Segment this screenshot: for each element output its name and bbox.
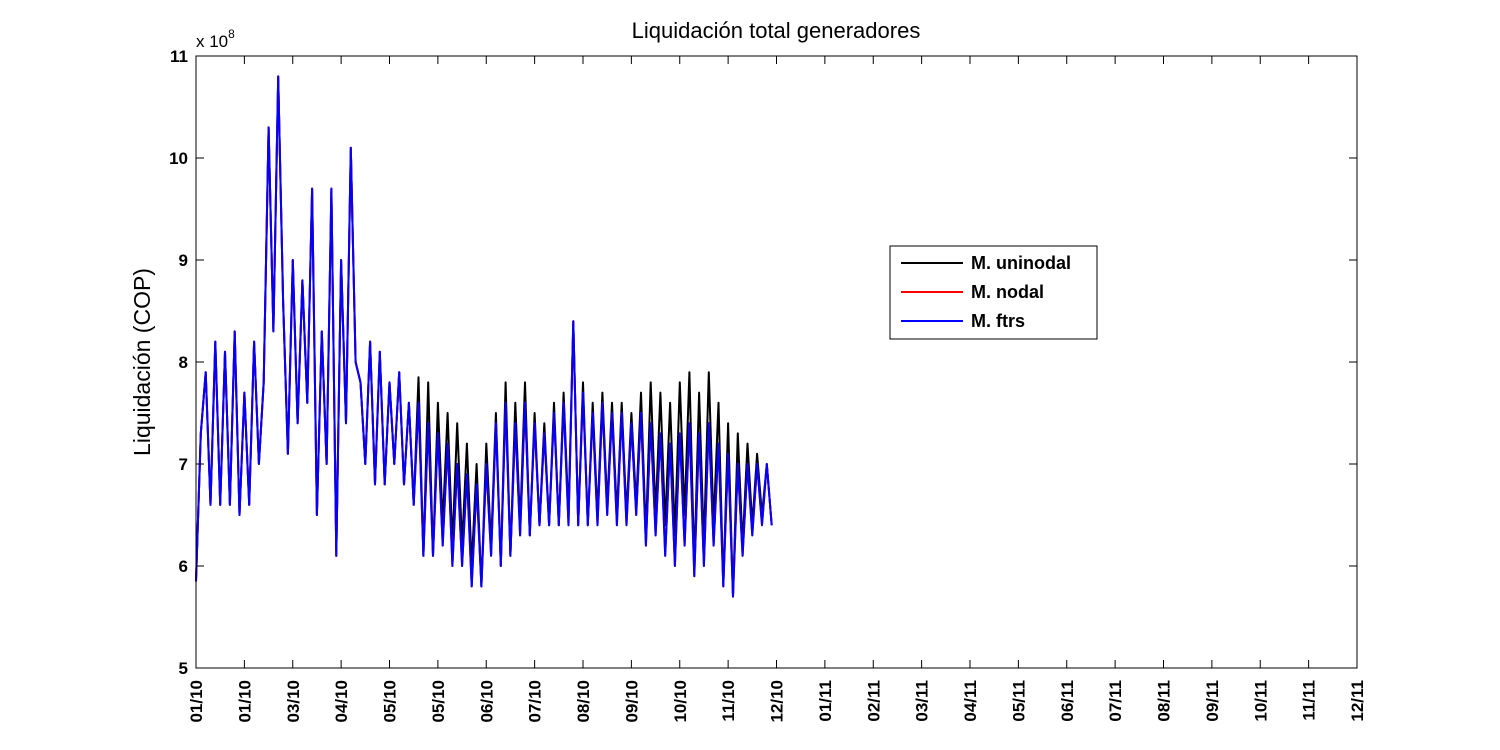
y-tick-label: 8 <box>179 353 188 372</box>
chart-title: Liquidación total generadores <box>632 18 921 43</box>
x-tick-label: 05/11 <box>1009 680 1028 722</box>
x-tick-label: 08/11 <box>1155 680 1174 722</box>
x-tick-label: 06/10 <box>477 680 496 723</box>
x-tick-label: 11/10 <box>719 680 738 722</box>
x-tick-label: 07/10 <box>526 680 545 723</box>
x-tick-label: 02/11 <box>864 680 883 722</box>
y-tick-label: 7 <box>179 455 188 474</box>
x-tick-label: 12/10 <box>768 680 787 723</box>
x-tick-label: 10/11 <box>1251 680 1270 722</box>
x-tick-label: 03/10 <box>284 680 303 723</box>
legend-label: M. nodal <box>971 282 1044 302</box>
x-tick-label: 05/10 <box>381 680 400 723</box>
legend-label: M. uninodal <box>971 253 1071 273</box>
y-tick-label: 10 <box>169 149 188 168</box>
x-tick-label: 05/10 <box>429 680 448 723</box>
y-tick-label: 5 <box>179 659 188 678</box>
y-axis-multiplier-exponent: 8 <box>228 27 235 41</box>
y-tick-label: 9 <box>179 251 188 270</box>
legend: M. uninodal M. nodal M. ftrs <box>889 245 1098 340</box>
y-axis-multiplier: x 108 <box>196 27 235 51</box>
x-tick-label: 04/11 <box>961 680 980 722</box>
y-axis-label: Liquidación (COP) <box>129 268 155 456</box>
x-tick-label: 12/11 <box>1348 680 1367 722</box>
x-tick-label: 04/10 <box>332 680 351 723</box>
series-line-3 <box>195 75 773 598</box>
x-tick-label: 06/11 <box>1058 680 1077 722</box>
x-tick-label: 03/11 <box>913 680 932 722</box>
x-tick-label: 01/10 <box>235 680 254 723</box>
x-tick-label: 01/11 <box>816 680 835 722</box>
plot-area-frame <box>195 55 1358 669</box>
legend-entries: M. uninodal M. nodal M. ftrs <box>901 253 1071 331</box>
x-tick-label: 01/10 <box>187 680 206 723</box>
x-axis: 01/10 01/10 03/10 04/10 05/10 05/10 06/10 07/10… <box>187 56 1367 723</box>
legend-label: M. ftrs <box>971 311 1025 331</box>
y-axis-multiplier-base: x 10 <box>196 32 228 51</box>
x-tick-label: 09/10 <box>622 680 641 723</box>
x-tick-label: 11/11 <box>1300 680 1319 721</box>
y-tick-label: 11 <box>170 47 188 66</box>
y-axis: 5 6 7 8 9 10 11 <box>169 47 1357 678</box>
x-tick-label: 09/11 <box>1203 680 1222 722</box>
x-tick-label: 10/10 <box>671 680 690 723</box>
series-layer <box>195 75 773 598</box>
x-tick-label: 08/10 <box>574 680 593 723</box>
x-tick-label: 07/11 <box>1106 680 1125 722</box>
y-tick-label: 6 <box>179 557 188 576</box>
